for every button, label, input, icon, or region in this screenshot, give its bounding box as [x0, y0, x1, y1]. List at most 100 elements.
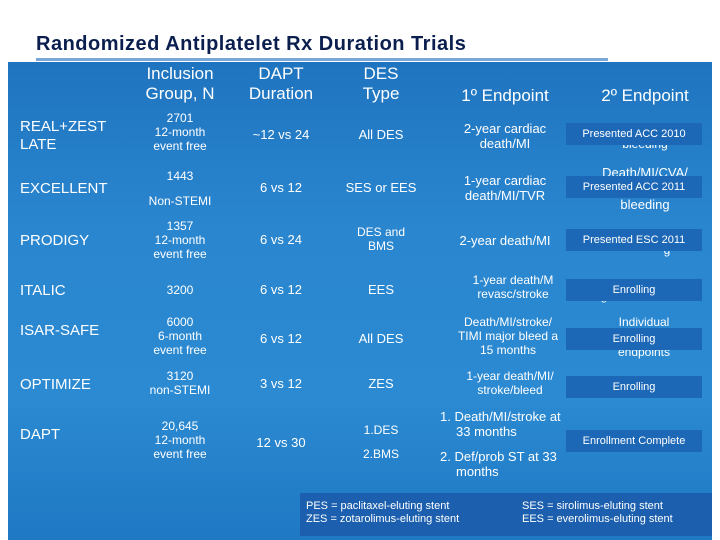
- cell-line: 2.BMS: [362, 446, 399, 461]
- row-name-real-zest-late: REAL+ZEST LATE: [20, 118, 106, 154]
- row-name-line: REAL+ZEST: [20, 118, 107, 135]
- footnote-line: ZES = zotarolimus-eluting stent: [306, 513, 460, 526]
- cell-inclusion: 1443 Non-STEMI: [128, 169, 232, 209]
- cell-dapt: 6 vs 12: [260, 331, 302, 346]
- cell-dapt: 12 vs 30: [256, 435, 306, 450]
- cell-des: 1.DES 2.BMS: [330, 423, 432, 462]
- cell-dapt: 3 vs 12: [260, 376, 302, 391]
- row-name-italic: ITALIC: [20, 282, 66, 300]
- cell-primary: 1-year death/MI/ stroke/bleed: [444, 369, 576, 398]
- cell-line: 2. Def/prob ST at 33: [440, 448, 557, 464]
- row-name-prodigy: PRODIGY: [20, 232, 89, 250]
- status-badge: Enrolling: [566, 376, 702, 398]
- cell-des: EES: [367, 282, 394, 297]
- cell-inclusion: 1357 12-month event free: [128, 219, 232, 261]
- row-name-line: DAPT: [20, 426, 61, 443]
- footnote-right: SES = sirolimus-eluting stent EES = ever…: [522, 500, 673, 526]
- slide-title: Randomized Antiplatelet Rx Duration Tria…: [36, 33, 467, 55]
- row-name-excellent: EXCELLENT: [20, 180, 108, 198]
- header-secondary-endpoint: 2º Endpoint: [601, 86, 689, 105]
- header-dapt-line2: Duration: [248, 83, 314, 103]
- cell-line: 12-month: [154, 232, 206, 247]
- cell-inclusion: 3200: [128, 283, 232, 298]
- row-name-dapt: DAPT: [20, 426, 60, 444]
- status-badge: Enrolling: [566, 328, 702, 350]
- cell-line: revasc/stroke: [477, 286, 549, 301]
- cell-primary: 1-year cardiac death/MI/TVR: [432, 173, 578, 204]
- header-des-line2: Type: [362, 83, 400, 103]
- footnote-line: EES = everolimus-eluting stent: [522, 513, 673, 526]
- cell-line: 3200: [166, 283, 194, 297]
- status-badge: Presented ACC 2010: [566, 123, 702, 145]
- header-inclusion: Inclusion Group, N: [128, 64, 232, 103]
- status-badge: Enrollment Complete: [566, 430, 702, 452]
- abbreviations-footer: [300, 493, 712, 536]
- cell-line: 20,645: [161, 419, 199, 433]
- cell-line: 12-month: [154, 432, 206, 447]
- header-dapt-line1: DAPT: [258, 64, 304, 83]
- header-inclusion-line2: Group, N: [145, 83, 215, 103]
- cell-line: 1-year cardiac: [463, 173, 547, 188]
- footnote-left: PES = paclitaxel-eluting stent ZES = zot…: [306, 500, 459, 526]
- cell-line: non-STEMI: [149, 382, 211, 397]
- row-name-optimize: OPTIMIZE: [20, 376, 91, 394]
- cell-line: months: [456, 463, 499, 479]
- cell-inclusion: 20,645 12-month event free: [128, 419, 232, 461]
- row-name-line: ISAR-SAFE: [20, 322, 100, 339]
- status-badge: Enrolling: [566, 279, 702, 301]
- cell-des: SES or EES: [345, 180, 417, 195]
- cell-line: death/MI: [479, 135, 531, 151]
- header-primary-endpoint: 1º Endpoint: [461, 86, 549, 105]
- cell-line: Death/MI/stroke/: [463, 315, 553, 329]
- cell-des: DES and BMS: [330, 225, 432, 254]
- cell-line: stroke/bleed: [477, 382, 543, 397]
- cell-line: 1. Death/MI/stroke at: [440, 409, 561, 424]
- cell-line: death/MI/TVR: [464, 187, 546, 203]
- cell-line: 1-year death/M: [472, 273, 554, 287]
- cell-line: 1357: [166, 219, 194, 233]
- cell-line: 6-month: [157, 328, 203, 343]
- row-name-line: LATE: [20, 136, 57, 153]
- footnote-line: PES = paclitaxel-eluting stent: [306, 500, 450, 512]
- cell-line: 2-year death/MI: [459, 233, 551, 248]
- cell-inclusion: 2701 12-month event free: [128, 111, 232, 153]
- cell-line: Individual: [618, 315, 670, 329]
- header-des-line1: DES: [363, 64, 399, 83]
- cell-primary: 2-year cardiac death/MI: [432, 121, 578, 152]
- cell-line: Non-STEMI: [148, 193, 212, 208]
- cell-line: 15 months: [479, 342, 537, 357]
- row-name-line: OPTIMIZE: [20, 376, 91, 393]
- cell-des: ZES: [368, 376, 394, 391]
- cell-line: bleeding: [620, 197, 670, 212]
- cell-inclusion: 6000 6-month event free: [128, 315, 232, 357]
- cell-line: 1-year death/MI/: [466, 369, 554, 383]
- cell-dapt: 6 vs 12: [260, 180, 302, 195]
- cell-line: BMS: [367, 238, 394, 253]
- cell-dapt: 6 vs 12: [260, 282, 302, 297]
- cell-primary: 2-year death/MI: [432, 233, 578, 249]
- cell-line: event free: [153, 342, 207, 357]
- cell-line: event free: [153, 138, 207, 153]
- status-badge: Presented ESC 2011: [566, 229, 702, 251]
- cell-line: 6000: [166, 315, 194, 329]
- cell-line: event free: [153, 446, 207, 461]
- row-name-isar-safe: ISAR-SAFE: [20, 322, 99, 340]
- row-name-line: PRODIGY: [20, 232, 90, 249]
- cell-dapt: ~12 vs 24: [252, 127, 310, 142]
- header-des: DES Type: [330, 64, 432, 103]
- cell-line: 1.DES: [363, 423, 399, 437]
- cell-inclusion: 3120 non-STEMI: [128, 369, 232, 398]
- cell-line: 2-year cardiac: [463, 121, 547, 136]
- cell-line: event free: [153, 246, 207, 261]
- row-name-line: ITALIC: [20, 282, 66, 299]
- status-badge: Presented ACC 2011: [566, 176, 702, 198]
- cell-des: All DES: [358, 331, 404, 346]
- cell-line: 33 months: [456, 423, 517, 439]
- cell-line: 12-month: [154, 124, 206, 139]
- cell-primary: 1-year death/M revasc/stroke: [448, 273, 578, 302]
- cell-line: 1443: [166, 169, 194, 183]
- cell-line: 2701: [166, 111, 194, 125]
- row-name-line: EXCELLENT: [20, 180, 108, 197]
- cell-des: All DES: [358, 127, 404, 142]
- header-inclusion-line1: Inclusion: [146, 64, 214, 83]
